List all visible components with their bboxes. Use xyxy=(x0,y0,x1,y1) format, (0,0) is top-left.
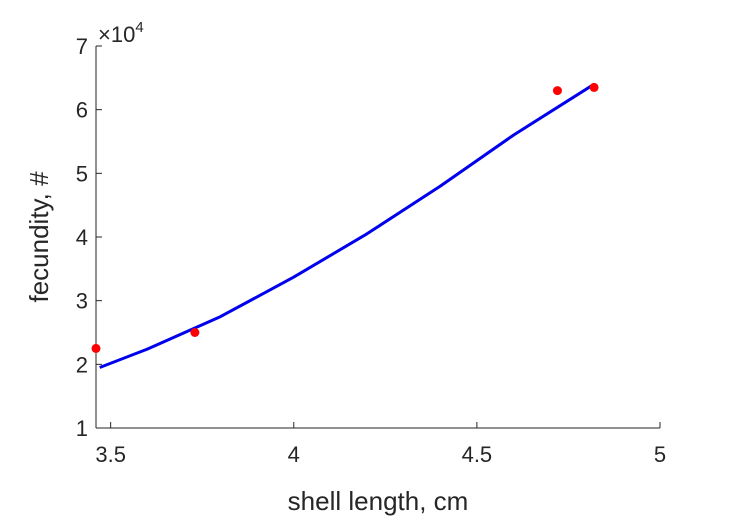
y-multiplier-base: 10 xyxy=(111,22,135,47)
data-point xyxy=(552,86,562,96)
y-tick-label: 2 xyxy=(76,352,88,377)
x-ticks: 3.5 4 4.5 5 xyxy=(95,422,666,467)
data-point xyxy=(190,328,200,337)
y-tick-label: 6 xyxy=(76,98,88,123)
x-axis-label: shell length, cm xyxy=(288,486,469,516)
y-multiplier-exponent: 4 xyxy=(135,19,143,36)
x-tick-label: 4 xyxy=(288,442,300,467)
y-tick-label: 3 xyxy=(76,289,88,314)
y-ticks: 1 2 3 4 5 6 7 xyxy=(76,34,102,441)
x-tick-label: 3.5 xyxy=(95,442,126,467)
x-tick-label: 4.5 xyxy=(462,442,493,467)
y-multiplier-label: ×104 xyxy=(98,19,144,47)
data-point xyxy=(589,82,599,92)
points-layer xyxy=(91,82,599,353)
y-tick-label: 1 xyxy=(76,416,88,441)
y-tick-label: 5 xyxy=(76,161,88,186)
fit-line xyxy=(99,82,595,369)
fit-layer xyxy=(99,82,595,369)
axes-frame xyxy=(95,46,660,429)
x-tick-label: 5 xyxy=(654,442,666,467)
y-tick-label: 7 xyxy=(76,34,88,59)
data-point xyxy=(91,343,101,353)
y-tick-label: 4 xyxy=(76,225,88,250)
y-axis-label: fecundity, # xyxy=(24,171,54,303)
